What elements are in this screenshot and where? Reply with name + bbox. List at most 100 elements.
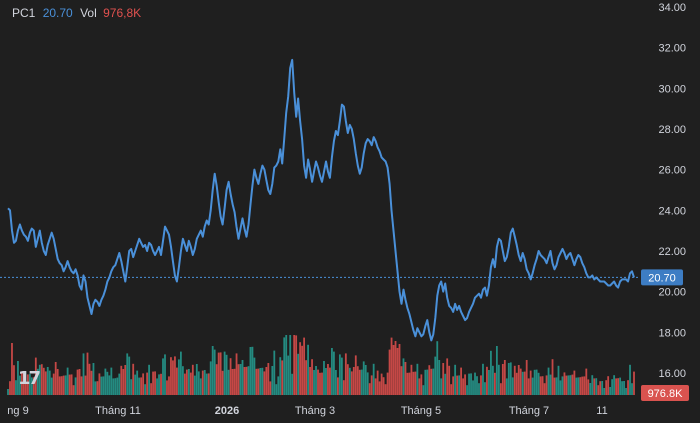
volume-bar [191, 364, 194, 395]
volume-bar [603, 388, 606, 395]
volume-bar [229, 358, 232, 395]
volume-bar [438, 360, 441, 395]
volume-bar [235, 353, 238, 395]
volume-bar [134, 374, 137, 395]
volume-bar [573, 370, 576, 395]
volume-bar [356, 366, 359, 395]
volume-bar [329, 367, 331, 395]
time-tick-label: Tháng 3 [295, 405, 335, 417]
volume-bar [199, 378, 202, 395]
tradingview-logo[interactable]: 17 [18, 368, 41, 389]
volume-bar [474, 372, 476, 395]
volume-bar [303, 337, 306, 395]
legend-symbol: PC1 [12, 6, 36, 20]
volume-bar [609, 387, 612, 395]
volume-bar [416, 363, 419, 395]
volume-bar [370, 375, 373, 395]
volume-bar [366, 372, 369, 395]
volume-bar [36, 368, 39, 395]
volume-bar [579, 377, 582, 395]
volume-bar [521, 371, 524, 395]
volume-bar [76, 369, 79, 395]
volume-bar [118, 373, 121, 395]
volume-bar [468, 373, 470, 395]
volume-bar [156, 378, 158, 395]
volume-bar [17, 361, 19, 395]
volume-bar [569, 375, 572, 395]
volume-bar [291, 373, 294, 395]
volume-bar [114, 378, 117, 395]
volume-bar [543, 383, 546, 395]
volume-bar [251, 346, 254, 395]
volume-bar [187, 369, 190, 395]
volume-bar [557, 365, 560, 395]
volume-bar [40, 364, 43, 395]
volume-bar [72, 385, 75, 395]
volume-bar [462, 378, 464, 395]
price-tick-label: 28.00 [658, 124, 686, 136]
volume-bar [60, 376, 63, 395]
volume-bar [255, 368, 258, 395]
volume-bar [527, 378, 530, 395]
volume-bar [333, 351, 335, 395]
volume-bar [535, 369, 538, 395]
volume-bar [350, 371, 353, 395]
volume-bar [430, 368, 433, 395]
price-tick-label: 26.00 [658, 165, 686, 177]
volume-bar [257, 368, 260, 395]
volume-bar [501, 364, 504, 395]
volume-bar [311, 359, 313, 395]
volume-bar [267, 363, 270, 395]
volume-bar [24, 382, 27, 395]
volume-bar [28, 373, 31, 395]
volume-bar [589, 383, 592, 395]
volume-bar [336, 377, 339, 395]
volume-bar [44, 371, 47, 395]
volume-bar [519, 368, 522, 395]
volume-bar [309, 367, 311, 395]
volume-bar [176, 367, 178, 395]
axis-tags: 20.70 976.8K [641, 269, 689, 401]
volume-bar [9, 381, 11, 395]
volume-bar [293, 335, 296, 395]
volume-bar [319, 372, 321, 395]
volume-bar [52, 373, 55, 395]
volume-bar [470, 373, 472, 395]
price-tick-label: 18.00 [658, 327, 686, 339]
volume-bar [265, 367, 268, 395]
price-axis: 16.00 18.00 20.00 22.00 24.00 26.00 28.00 30.00… [658, 2, 686, 380]
volume-bar [166, 380, 168, 395]
volume-bar [193, 375, 196, 395]
volume-bar [22, 371, 25, 395]
volume-bar [571, 374, 574, 395]
volume-bar [88, 363, 91, 395]
volume-bar [142, 373, 145, 395]
volume-bar [633, 371, 635, 395]
volume-bar [90, 370, 93, 395]
volume-bar [619, 377, 621, 395]
volume-bar [601, 381, 604, 395]
volume-bar [58, 376, 61, 395]
volume-bar [597, 385, 600, 395]
volume-bar [30, 377, 33, 395]
volume-bar [561, 376, 564, 395]
volume-bar [541, 376, 544, 395]
volume-bar [170, 357, 172, 395]
volume-bar [448, 365, 451, 395]
volume-bar [122, 369, 125, 395]
volume-bar [299, 342, 302, 395]
price-tick-label: 24.00 [658, 205, 686, 217]
volume-bar [201, 370, 204, 395]
volume-bar [436, 341, 439, 395]
volume-bar [539, 376, 542, 395]
volume-bar [34, 357, 37, 395]
volume-bar [549, 374, 552, 395]
volume-bar [213, 349, 216, 395]
volume-bar [460, 367, 463, 395]
volume-bar [394, 341, 397, 395]
volume-bar [335, 370, 337, 395]
volume-bar [412, 371, 415, 395]
volume-bar [162, 358, 164, 395]
